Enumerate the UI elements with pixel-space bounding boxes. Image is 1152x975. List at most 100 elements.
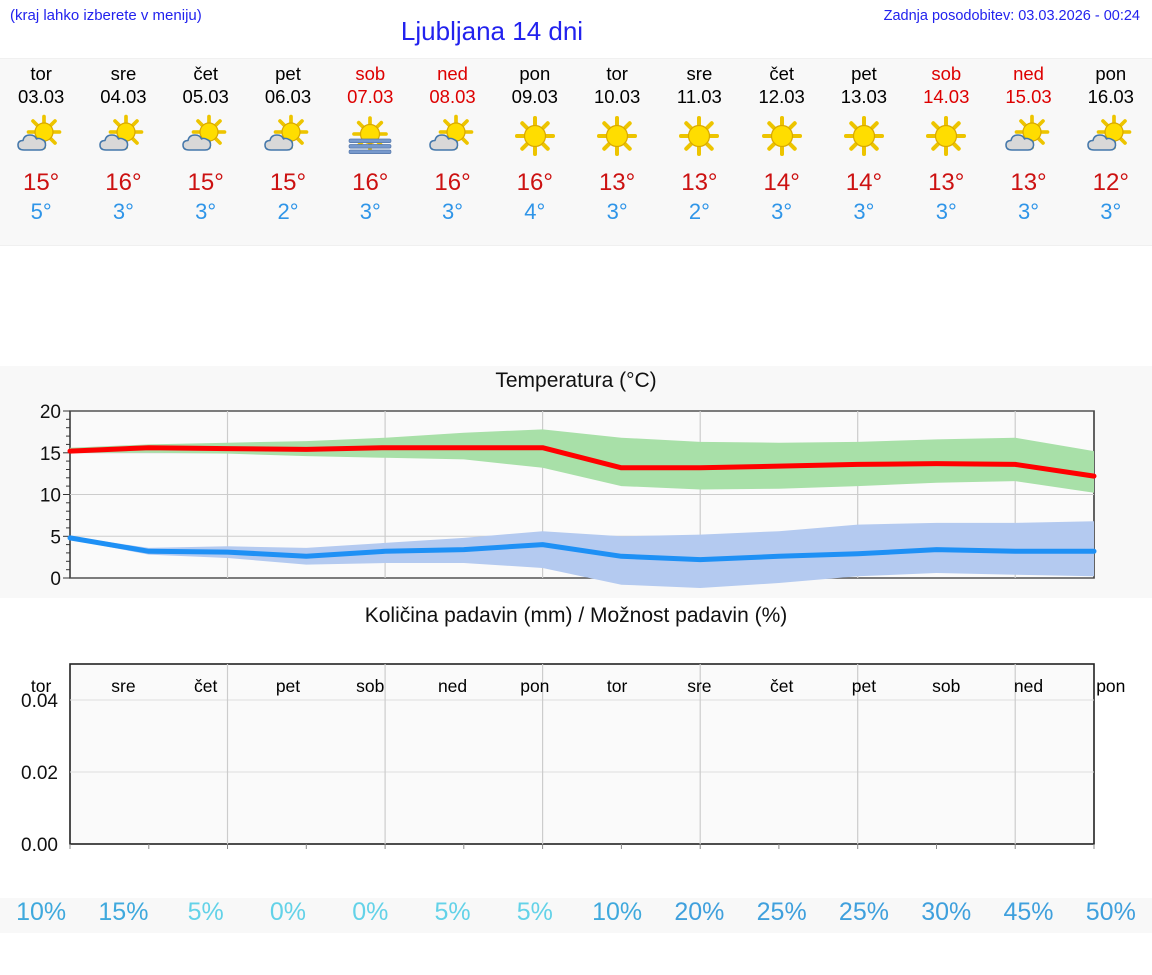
forecast-day-10[interactable]: pet 13.03 14° 3° — [823, 59, 905, 245]
precip-probability-4: 0% — [352, 898, 389, 926]
sun-with-fog-icon — [339, 112, 401, 160]
page-title: Ljubljana 14 dni — [400, 16, 584, 46]
forecast-day-name: sob — [931, 63, 962, 84]
page-header: (kraj lahko izberete v meniju) Ljubljana… — [0, 0, 1152, 58]
precip-probability-2: 5% — [187, 898, 224, 926]
forecast-max-temp: 14° — [763, 169, 800, 196]
svg-text:15: 15 — [40, 444, 61, 465]
precip-probability-5: 5% — [434, 898, 471, 926]
forecast-max-temp: 16° — [516, 169, 553, 196]
forecast-day-date: 03.03 — [17, 86, 65, 107]
forecast-min-temp: 3° — [359, 199, 381, 224]
forecast-day-7[interactable]: tor 10.03 13° 3° — [576, 59, 658, 245]
forecast-day-date: 12.03 — [758, 86, 805, 107]
precip-day-label-10: pet — [851, 676, 877, 696]
sun-behind-cloud-icon — [175, 112, 237, 160]
forecast-day-3[interactable]: pet 06.03 15° 2° — [247, 59, 329, 245]
forecast-min-temp: 3° — [1017, 199, 1040, 224]
precipitation-chart-title: Količina padavin (mm) / Možnost padavin … — [364, 604, 788, 627]
forecast-min-temp: 2° — [688, 199, 710, 224]
forecast-max-temp: 15° — [22, 169, 60, 196]
forecast-min-temp: 2° — [277, 199, 299, 224]
sun-behind-cloud-icon — [422, 112, 484, 160]
precip-day-label-4: sob — [356, 676, 385, 696]
sun-behind-cloud-icon — [998, 112, 1060, 160]
forecast-day-name: sre — [110, 63, 137, 84]
sun-behind-cloud-icon — [92, 112, 154, 160]
forecast-day-2[interactable]: čet 05.03 15° 3° — [165, 59, 247, 245]
precip-day-label-3: pet — [275, 676, 301, 696]
svg-text:0.02: 0.02 — [21, 763, 58, 784]
sun-behind-cloud-icon — [10, 112, 72, 160]
precipitation-panel: Količina padavin (mm) / Možnost padavin … — [0, 598, 1152, 938]
precip-probability-1: 15% — [98, 898, 149, 926]
forecast-day-name: čet — [769, 63, 795, 84]
precip-probability-8: 20% — [674, 898, 725, 926]
precip-probability-11: 30% — [921, 898, 972, 926]
sun-icon — [751, 112, 813, 160]
forecast-min-temp: 3° — [442, 199, 464, 224]
forecast-min-temp: 3° — [606, 199, 628, 224]
forecast-max-temp: 13° — [681, 169, 718, 196]
forecast-day-date: 04.03 — [100, 86, 147, 107]
forecast-day-name: ned — [1013, 63, 1044, 84]
forecast-day-12[interactable]: ned 15.03 13° 3° — [987, 59, 1069, 245]
precip-day-label-0: tor — [30, 676, 52, 696]
forecast-day-date: 05.03 — [182, 86, 229, 107]
sun-behind-cloud-icon — [1080, 112, 1142, 160]
forecast-day-date: 10.03 — [593, 86, 641, 107]
forecast-max-temp: 13° — [928, 169, 965, 196]
last-update-text: Zadnja posodobitev: 03.03.2026 - 00:24 — [883, 8, 1140, 24]
forecast-max-temp: 15° — [187, 169, 224, 196]
precip-probability-9: 25% — [756, 898, 807, 926]
sun-icon — [915, 112, 977, 160]
precip-probability-12: 45% — [1003, 898, 1054, 926]
forecast-day-name: pon — [519, 63, 551, 84]
sun-icon — [504, 112, 566, 160]
svg-text:0.04: 0.04 — [21, 691, 58, 712]
svg-text:20: 20 — [40, 402, 61, 423]
forecast-day-name: tor — [606, 63, 628, 84]
forecast-day-date: 16.03 — [1087, 86, 1134, 107]
forecast-min-temp: 3° — [195, 199, 217, 224]
forecast-day-name: sob — [355, 63, 386, 84]
forecast-day-name: pet — [275, 63, 301, 84]
forecast-day-1[interactable]: sre 04.03 16° 3° — [82, 59, 164, 245]
precipitation-day-labels: tor sre čet pet sob ned pon tor sre čet pet sob ned p… — [0, 676, 1152, 697]
precip-day-label-7: tor — [606, 676, 628, 696]
svg-text:0.00: 0.00 — [21, 835, 58, 856]
precip-day-label-2: čet — [194, 676, 218, 696]
forecast-day-8[interactable]: sre 11.03 13° 2° — [658, 59, 740, 245]
menu-hint-text: (kraj lahko izberete v meniju) — [10, 7, 202, 24]
precip-probability-3: 0% — [269, 898, 307, 926]
precip-probability-0: 10% — [16, 898, 67, 926]
precip-day-label-9: čet — [769, 676, 794, 696]
precip-day-label-13: pon — [1096, 676, 1126, 696]
forecast-day-name: čet — [193, 63, 219, 84]
sun-icon — [586, 112, 648, 160]
forecast-day-6[interactable]: pon 09.03 16° 4° — [494, 59, 576, 245]
precip-day-label-12: ned — [1013, 676, 1044, 696]
forecast-day-date: 13.03 — [840, 86, 888, 107]
svg-text:5: 5 — [50, 527, 61, 548]
sun-behind-cloud-icon — [257, 112, 319, 160]
forecast-day-date: 15.03 — [1005, 86, 1052, 107]
forecast-max-temp: 15° — [269, 169, 307, 196]
forecast-max-temp: 13° — [1010, 169, 1047, 196]
forecast-day-13[interactable]: pon 16.03 12° 3° — [1070, 59, 1152, 245]
forecast-day-5[interactable]: ned 08.03 16° 3° — [411, 59, 493, 245]
precip-probability-13: 50% — [1085, 898, 1136, 926]
forecast-day-date: 11.03 — [676, 86, 722, 107]
forecast-day-name: tor — [30, 63, 52, 84]
forecast-day-name: pon — [1095, 63, 1127, 84]
forecast-day-4[interactable]: sob 07.03 16° 3° — [329, 59, 411, 245]
forecast-day-9[interactable]: čet 12.03 14° 3° — [741, 59, 823, 245]
forecast-max-temp: 16° — [434, 169, 471, 196]
forecast-min-temp: 3° — [1100, 199, 1122, 224]
forecast-day-name: sre — [686, 63, 713, 84]
forecast-day-11[interactable]: sob 14.03 13° 3° — [905, 59, 987, 245]
precip-probability-10: 25% — [838, 898, 889, 926]
forecast-day-0[interactable]: tor 03.03 15° 5° — [0, 59, 82, 245]
svg-text:10: 10 — [40, 486, 61, 507]
